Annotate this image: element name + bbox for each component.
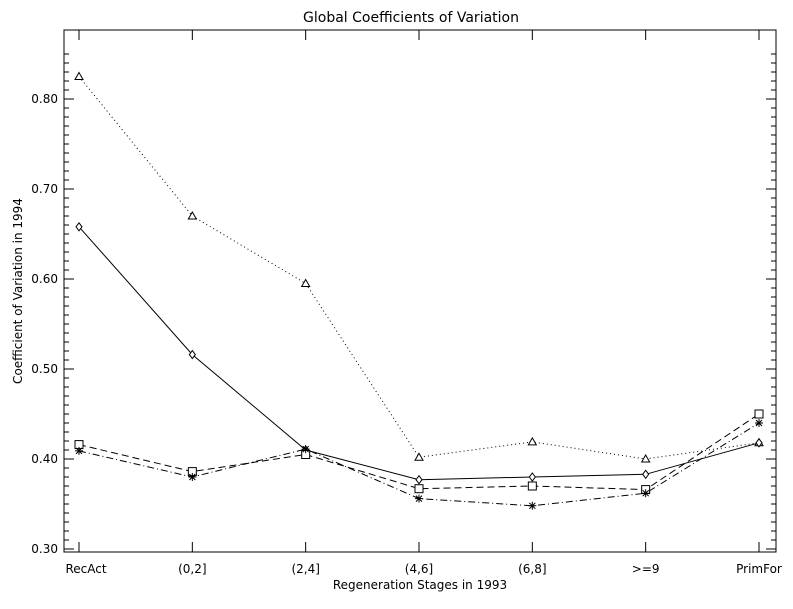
series-asterisk [75, 419, 763, 510]
series-triangle [74, 71, 764, 463]
series-diamond [75, 221, 763, 485]
point-diamond [528, 472, 536, 482]
point-triangle [527, 436, 538, 446]
x-axis: RecAct (0,2] (2,4] (4,6] (6,8] >=9 PrimFor [65, 30, 782, 576]
x-axis-title: Regeneration Stages in 1993 [333, 578, 507, 592]
point-triangle [640, 453, 651, 463]
x-tick-label: (0,2] [178, 562, 206, 576]
point-asterisk [528, 501, 537, 510]
point-asterisk [301, 445, 310, 454]
x-tick-label: RecAct [65, 562, 106, 576]
y-tick-label: 0.60 [31, 272, 58, 286]
y-tick-label: 0.40 [31, 452, 58, 466]
point-square [414, 484, 424, 494]
point-triangle [187, 210, 198, 220]
y-tick-label: 0.50 [31, 362, 58, 376]
series-line [78, 76, 760, 460]
point-asterisk [755, 419, 763, 427]
point-square [754, 409, 764, 419]
point-asterisk [415, 494, 423, 503]
series-line [78, 226, 760, 481]
series-layer [74, 71, 764, 510]
x-tick-label: PrimFor [736, 562, 782, 576]
y-axis: 0.30 0.40 0.50 0.60 0.70 0.80 [31, 53, 776, 556]
point-diamond [755, 437, 763, 448]
plot-frame [63, 29, 777, 553]
x-tick-label: (4,6] [405, 562, 433, 576]
point-diamond [75, 221, 83, 232]
point-asterisk [188, 473, 197, 481]
y-tick-label: 0.70 [31, 182, 58, 196]
point-diamond [415, 474, 423, 485]
point-diamond [188, 349, 196, 360]
point-asterisk [75, 446, 83, 455]
x-tick-label: (2,4] [291, 562, 319, 576]
point-diamond [642, 469, 650, 480]
point-asterisk [641, 489, 650, 498]
point-triangle [300, 278, 311, 287]
x-tick-label: >=9 [632, 562, 660, 576]
point-triangle [414, 452, 424, 461]
chart-title: Global Coefficients of Variation [303, 10, 519, 26]
point-square [527, 481, 537, 491]
series-line [78, 422, 760, 507]
y-tick-label: 0.80 [31, 92, 58, 106]
y-axis-title: Coefficient of Variation in 1994 [11, 198, 25, 384]
x-tick-label: (6,8] [518, 562, 546, 576]
point-triangle [74, 71, 84, 80]
y-tick-label: 0.30 [31, 542, 58, 556]
